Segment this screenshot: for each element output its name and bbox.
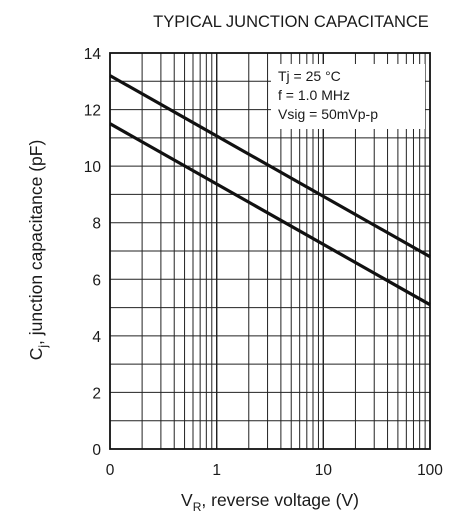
x-tick-labels: 0 1 10 100 <box>106 462 444 479</box>
y-tick-label: 14 <box>84 46 102 63</box>
x-tick-label: 10 <box>315 462 333 479</box>
y-tick-label: 6 <box>92 272 101 289</box>
y-axis-label-rest: , junction capacitance (pF) <box>26 140 46 345</box>
x-tick-label: 0 <box>106 462 115 479</box>
y-tick-label: 12 <box>84 103 101 120</box>
condition-note: f = 1.0 MHz <box>278 87 350 103</box>
condition-note: Vsig = 50mVp-p <box>278 106 378 122</box>
y-axis-label-subscript: j <box>36 345 50 349</box>
series-group <box>109 74 431 307</box>
chart-title: TYPICAL JUNCTION CAPACITANCE <box>153 13 429 31</box>
x-tick-label: 1 <box>212 462 221 479</box>
y-tick-label: 0 <box>92 442 101 459</box>
test-conditions: Tj = 25 °C f = 1.0 MHz Vsig = 50mVp-p <box>278 68 378 122</box>
x-axis-label-subscript: R <box>193 500 202 514</box>
x-axis-label-main: V <box>181 490 193 510</box>
plot-frame <box>109 52 431 450</box>
x-axis-label-rest: , reverse voltage (V) <box>201 490 359 510</box>
y-tick-label: 8 <box>92 216 101 233</box>
conditions-box-background <box>271 64 425 129</box>
y-axis-label: Cj, junction capacitance (pF) <box>26 140 50 361</box>
grid <box>110 53 430 449</box>
series-line-1 <box>109 74 431 259</box>
series-line-2 <box>109 122 431 307</box>
x-tick-label: 100 <box>417 462 443 479</box>
y-tick-label: 10 <box>84 159 102 176</box>
y-tick-label: 2 <box>92 385 101 402</box>
y-axis-label-main: C <box>26 348 46 361</box>
x-axis-label: VR, reverse voltage (V) <box>181 490 359 514</box>
y-tick-label: 4 <box>92 329 101 346</box>
condition-note: Tj = 25 °C <box>278 68 341 84</box>
y-tick-labels: 0 2 4 6 8 10 12 14 <box>84 46 102 459</box>
